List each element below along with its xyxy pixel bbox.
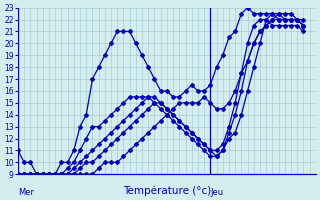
Text: Mer: Mer	[18, 188, 34, 197]
Text: Jeu: Jeu	[210, 188, 223, 197]
X-axis label: Température (°c): Température (°c)	[123, 185, 211, 196]
